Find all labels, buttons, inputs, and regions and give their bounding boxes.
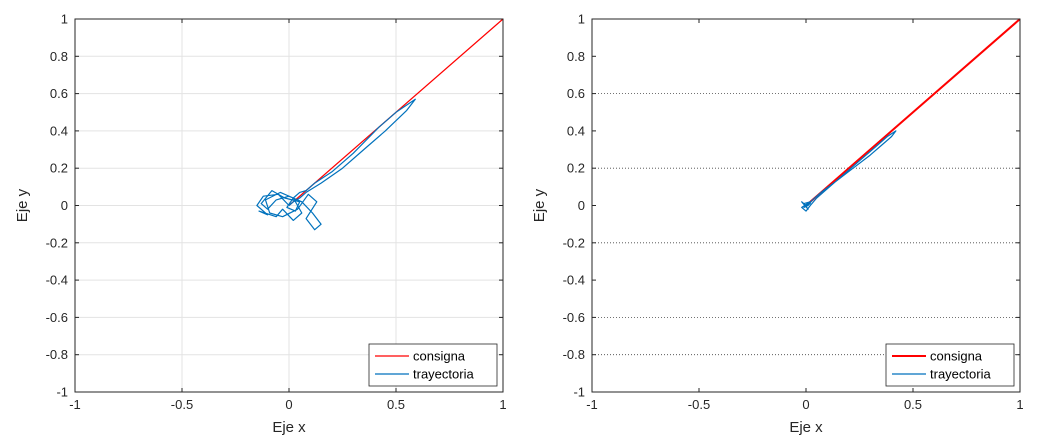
y-tick-label: 0.4 [567, 123, 585, 138]
y-tick-label: -0.4 [46, 273, 68, 288]
y-tick-label: 0.8 [50, 49, 68, 64]
x-tick-label: -1 [69, 397, 81, 412]
legend-label-trayectoria: trayectoria [413, 367, 474, 382]
x-axis-label: Eje x [272, 419, 306, 436]
x-tick-label: -0.5 [688, 397, 710, 412]
series-line-consigna [805, 18, 1021, 207]
x-tick-label: 0 [285, 397, 292, 412]
series-line-trayectoria [256, 98, 416, 231]
y-tick-label: -0.8 [46, 347, 68, 362]
legend-label-consigna: consigna [413, 349, 466, 364]
legend-label-trayectoria: trayectoria [930, 367, 991, 382]
legend-label-consigna: consigna [930, 349, 983, 364]
x-tick-label: 0 [802, 397, 809, 412]
y-tick-label: 0 [578, 198, 585, 213]
y-axis-label: Eje y [531, 188, 548, 222]
y-tick-label: 0.6 [567, 86, 585, 101]
y-tick-label: -0.6 [46, 310, 68, 325]
x-tick-label: 0.5 [904, 397, 922, 412]
y-tick-label: 0.8 [567, 49, 585, 64]
x-tick-label: 0.5 [387, 397, 405, 412]
y-tick-label: 0.2 [50, 161, 68, 176]
chart-right: -1 -0.5 0 0.5 1 -1 -0.8 -0.6 -0.4 -0.2 0 0.2 0.4 0.6 0… [531, 12, 1024, 437]
y-tick-label: 1 [578, 12, 585, 27]
y-tick-label: -0.6 [563, 310, 585, 325]
y-tick-label: 0 [61, 198, 68, 213]
y-tick-label: 0.2 [567, 161, 585, 176]
y-tick-label: -0.4 [563, 273, 585, 288]
y-tick-label: 1 [61, 12, 68, 27]
y-tick-label: 0.4 [50, 123, 68, 138]
x-axis-label: Eje x [789, 419, 823, 436]
legend-box [885, 343, 1015, 387]
y-tick-label: -0.2 [46, 235, 68, 250]
x-tick-label: 1 [499, 397, 506, 412]
series-line-trayectoria [801, 130, 897, 212]
x-tick-label: -1 [586, 397, 598, 412]
x-tick-label: 1 [1016, 397, 1023, 412]
y-tick-label: -0.8 [563, 347, 585, 362]
legend-box [368, 343, 498, 387]
y-axis-label: Eje y [14, 188, 31, 222]
chart-left: -1 -0.5 0 0.5 1 -1 -0.8 -0.6 -0.4 -0.2 0 0.2 0.4 0.6 0… [14, 12, 507, 437]
y-tick-label: 0.6 [50, 86, 68, 101]
x-tick-label: -0.5 [171, 397, 193, 412]
y-tick-label: -1 [573, 385, 585, 400]
y-tick-label: -1 [56, 385, 68, 400]
y-tick-label: -0.2 [563, 235, 585, 250]
